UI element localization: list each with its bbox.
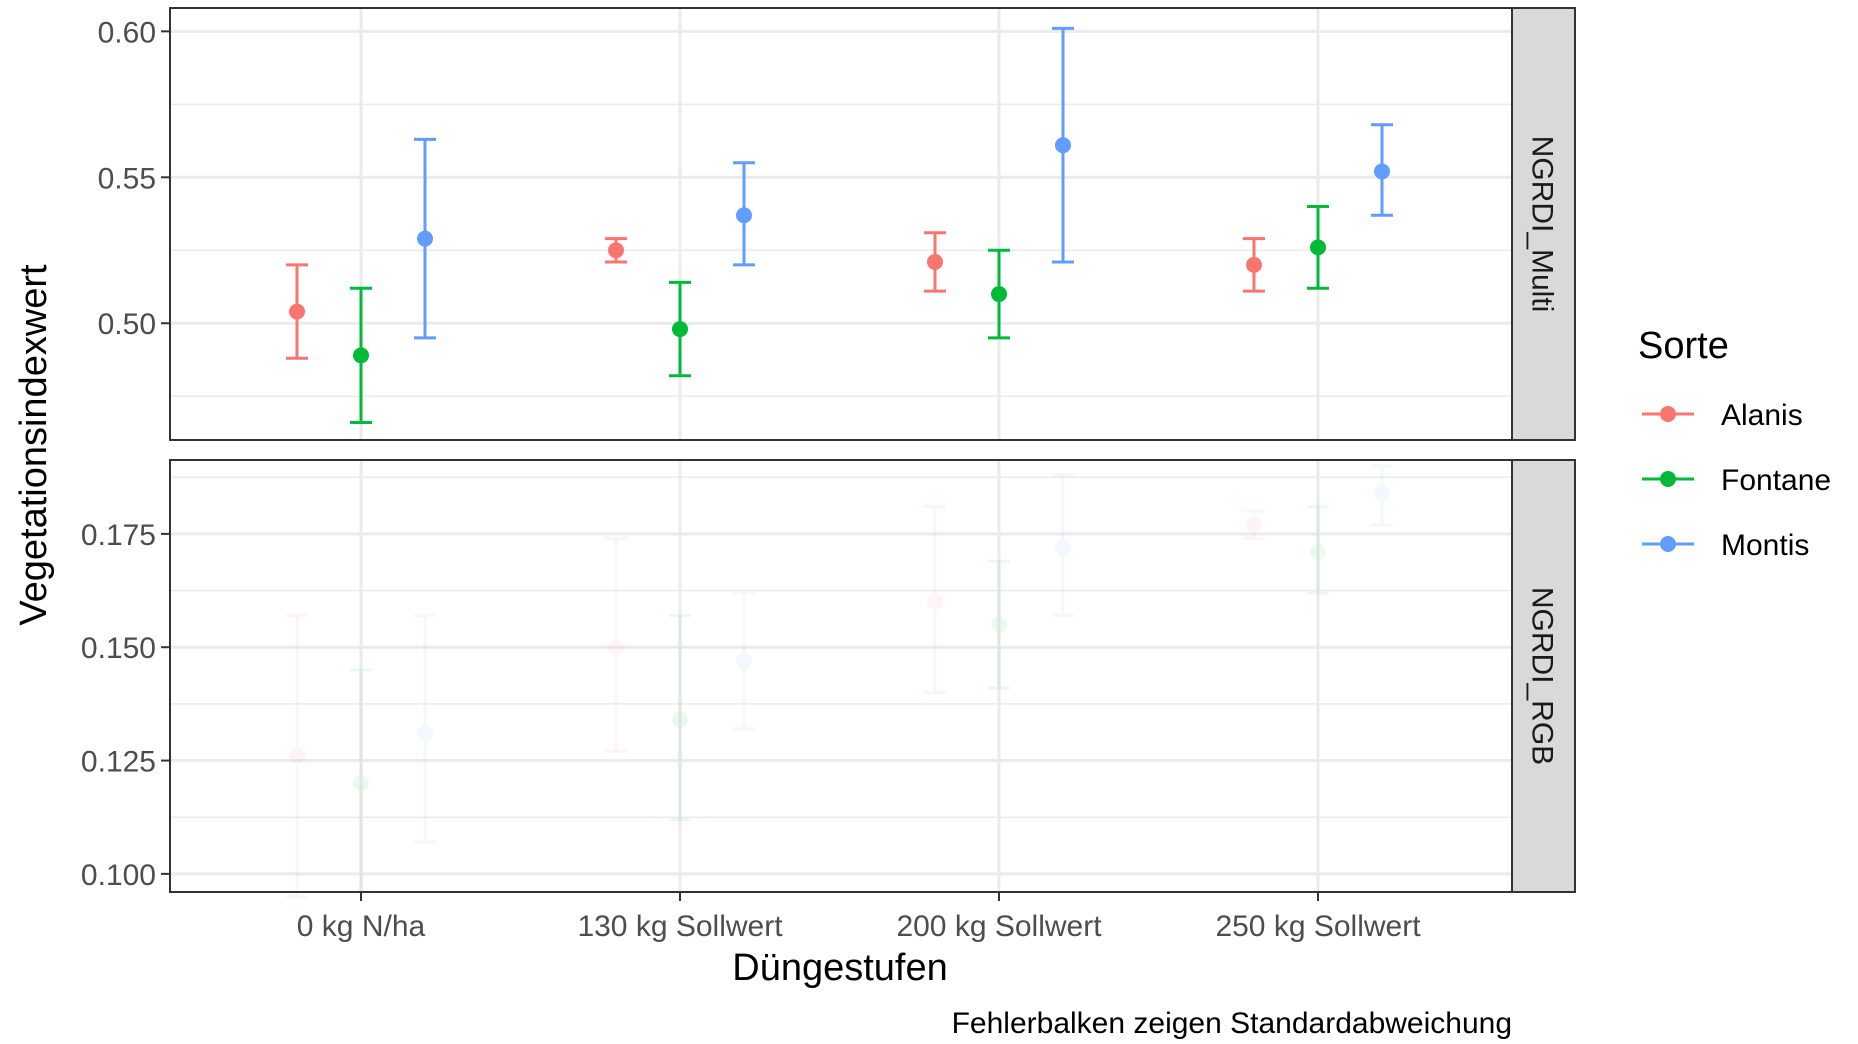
data-point (1310, 544, 1326, 561)
y-tick-label: 0.50 (98, 308, 156, 341)
y-tick-label: 0.55 (98, 162, 156, 195)
y-tick-label: 0.150 (81, 632, 156, 665)
facet-strip (1511, 459, 1576, 893)
data-point (353, 775, 369, 792)
caption: Fehlerbalken zeigen Standardabweichung (952, 1007, 1512, 1039)
x-tick-label: 0 kg N/ha (297, 910, 426, 943)
series-fontane (350, 505, 1329, 894)
legend-label: Alanis (1721, 399, 1803, 432)
data-point (1374, 163, 1390, 180)
facet-strip-label: NGRDI_Multi (1526, 136, 1559, 313)
x-tick-label: 250 kg Sollwert (1215, 910, 1421, 943)
panel-border (169, 7, 1513, 441)
legend-key-point (1660, 406, 1676, 422)
facet-strip-label: NGRDI_RGB (1526, 587, 1559, 765)
x-axis: 0 kg N/ha 130 kg Sollwert 200 kg Sollwert 2… (297, 892, 1421, 943)
facet-panel-ngrdi-rgb: 0.100 0.125 0.150 0.175 NGRDI_RGB (81, 459, 1576, 899)
facet-strip (1511, 7, 1576, 441)
legend-item-fontane: Fontane (1642, 464, 1831, 497)
series-alanis (286, 505, 1265, 899)
data-point (1310, 239, 1326, 256)
series-fontane (350, 204, 1329, 424)
data-point (1055, 539, 1071, 556)
y-axis-title: Vegetationsindexwert (13, 264, 55, 626)
legend-item-alanis: Alanis (1642, 399, 1803, 432)
legend-entries: Alanis Fontane Montis (1642, 399, 1831, 562)
data-point (736, 207, 752, 224)
series-montis (414, 464, 1393, 844)
data-point (353, 347, 369, 364)
data-point (927, 253, 943, 270)
series-alanis (286, 231, 1265, 360)
legend-key-point (1660, 536, 1676, 552)
data-point (672, 711, 688, 728)
data-point (991, 616, 1007, 633)
x-axis-title: Düngestufen (732, 947, 948, 989)
data-point (608, 639, 624, 656)
data-point (672, 321, 688, 338)
panel-border (169, 459, 1513, 893)
legend-label: Fontane (1721, 464, 1831, 497)
facet-panels: 0.500.550.60NGRDI_Multi0.1000.1250.1500.… (81, 7, 1576, 899)
data-point (1246, 256, 1262, 273)
data-point (991, 286, 1007, 303)
y-tick-label: 0.125 (81, 746, 156, 779)
series-montis (414, 26, 1393, 340)
legend-key-point (1660, 471, 1676, 487)
legend: Sorte Alanis Fontane Montis (1638, 325, 1831, 562)
x-tick-label: 200 kg Sollwert (896, 910, 1102, 943)
legend-item-montis: Montis (1642, 529, 1809, 562)
legend-title: Sorte (1638, 325, 1729, 367)
data-point (927, 593, 943, 610)
data-point (417, 725, 433, 742)
y-tick-label: 0.60 (98, 16, 156, 49)
data-point (417, 230, 433, 247)
data-point (1246, 516, 1262, 533)
data-point (289, 303, 305, 320)
data-point (736, 652, 752, 669)
data-point (289, 748, 305, 765)
y-tick-label: 0.175 (81, 519, 156, 552)
legend-label: Montis (1721, 529, 1809, 562)
data-point (1055, 137, 1071, 154)
data-point (1374, 485, 1390, 502)
y-tick-label: 0.100 (81, 859, 156, 892)
facet-panel-ngrdi-multi: 0.50 0.55 0.60 NGRDI_Multi (98, 7, 1576, 441)
data-point (608, 242, 624, 259)
x-tick-label: 130 kg Sollwert (577, 910, 783, 943)
